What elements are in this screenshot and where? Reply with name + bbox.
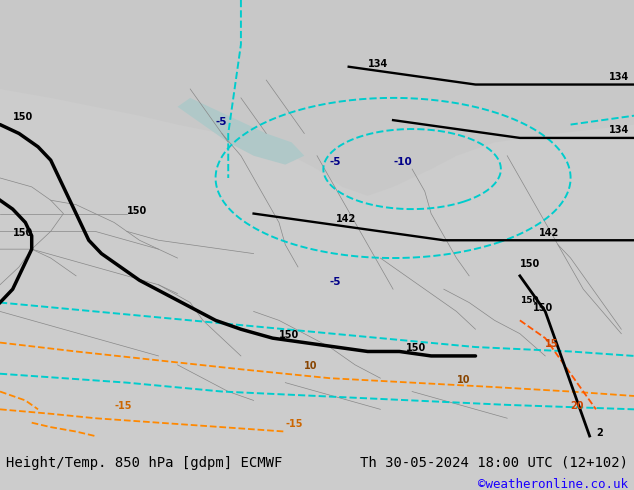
Text: 150: 150 — [279, 330, 299, 340]
Text: ©weatheronline.co.uk: ©weatheronline.co.uk — [477, 478, 628, 490]
Text: 150: 150 — [520, 259, 540, 269]
Text: 150: 150 — [520, 295, 538, 305]
Text: 134: 134 — [368, 59, 388, 69]
Text: 150: 150 — [406, 343, 426, 353]
Text: 10: 10 — [456, 375, 470, 385]
Text: -5: -5 — [216, 117, 227, 126]
Text: -5: -5 — [330, 277, 341, 287]
Polygon shape — [412, 0, 634, 143]
Text: 15: 15 — [545, 339, 559, 349]
Text: 20: 20 — [571, 401, 584, 411]
Text: 150: 150 — [13, 112, 33, 122]
Text: 10: 10 — [304, 361, 318, 371]
Text: 134: 134 — [609, 125, 629, 135]
Text: -15: -15 — [285, 419, 303, 429]
Text: 150: 150 — [13, 228, 33, 238]
Text: 2: 2 — [596, 428, 603, 438]
Text: 150: 150 — [127, 206, 147, 216]
Text: 142: 142 — [539, 228, 559, 238]
Text: 142: 142 — [336, 215, 356, 224]
Text: -10: -10 — [393, 157, 412, 167]
Text: Height/Temp. 850 hPa [gdpm] ECMWF: Height/Temp. 850 hPa [gdpm] ECMWF — [6, 456, 283, 470]
Polygon shape — [0, 0, 634, 196]
Text: -5: -5 — [330, 157, 341, 167]
Text: 150: 150 — [533, 303, 553, 314]
Text: -15: -15 — [114, 401, 132, 411]
Text: 134: 134 — [609, 72, 629, 82]
Polygon shape — [178, 98, 304, 165]
Text: Th 30-05-2024 18:00 UTC (12+102): Th 30-05-2024 18:00 UTC (12+102) — [359, 456, 628, 470]
